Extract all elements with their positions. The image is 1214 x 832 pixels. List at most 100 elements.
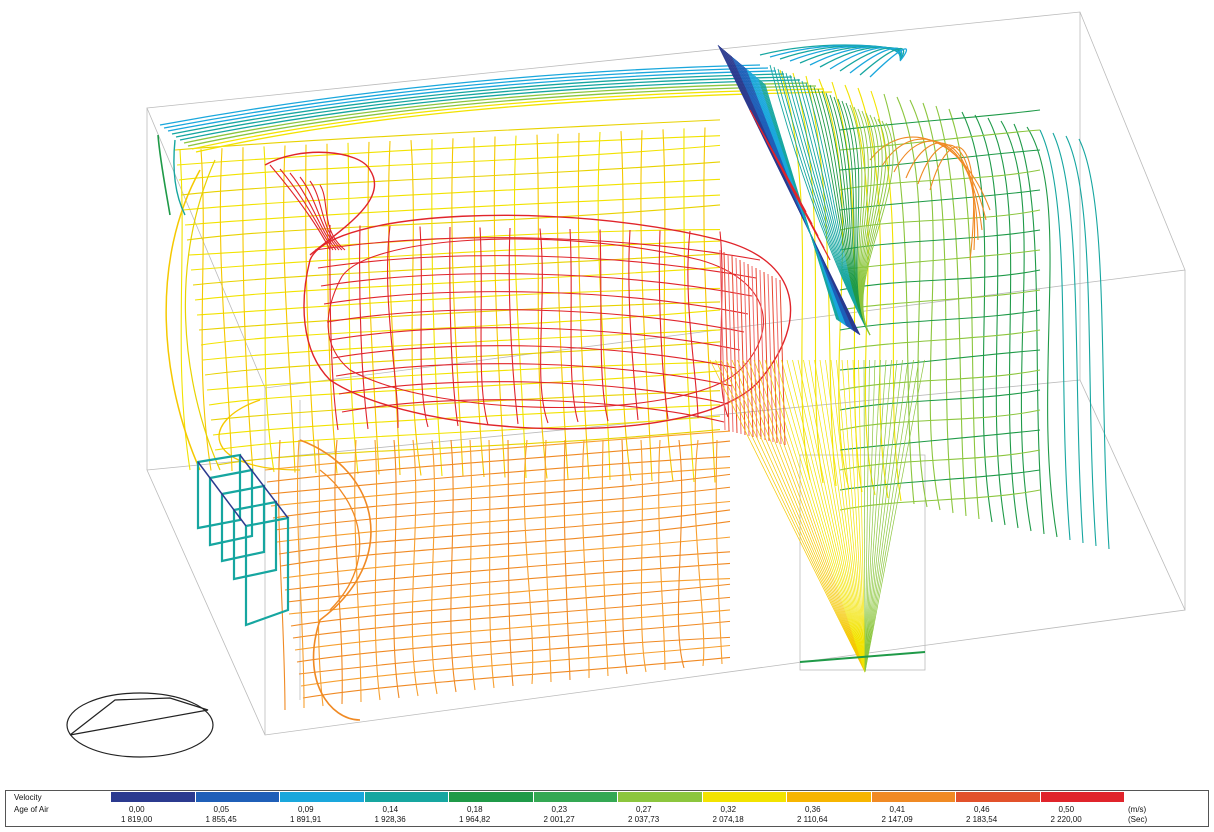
streamline: [857, 87, 889, 499]
streamline: [513, 135, 527, 479]
streamline: [282, 536, 731, 579]
streamline: [268, 456, 731, 495]
streamline: [723, 251, 730, 432]
legend-velocity-value: 0,18: [467, 805, 483, 814]
legend-swatch: [956, 792, 1040, 802]
age-of-air-label: Age of Air: [14, 805, 49, 814]
streamline: [178, 144, 721, 181]
legend-age-value: 2 147,09: [881, 815, 913, 824]
legend-velocity-value: 0,09: [298, 805, 314, 814]
streamline: [216, 429, 721, 466]
streamline: [270, 466, 731, 507]
streamline: [864, 359, 898, 673]
streamline: [159, 64, 761, 126]
streamline: [320, 273, 753, 297]
streamline: [709, 359, 866, 673]
streamline: [319, 184, 346, 251]
streamline: [386, 225, 399, 429]
streamline: [1026, 126, 1058, 538]
streamline: [917, 144, 976, 251]
streamline: [770, 359, 866, 673]
room-box: [146, 11, 1186, 736]
streamline: [687, 230, 699, 419]
legend-age-value: 2 220,00: [1050, 815, 1082, 824]
legend-swatch: [618, 792, 702, 802]
streamline: [279, 168, 334, 251]
streamline: [523, 439, 534, 685]
legend-velocity-value: 0,00: [129, 805, 145, 814]
streamline: [175, 76, 793, 138]
streamline: [184, 194, 721, 226]
streamline: [410, 140, 422, 476]
legend-velocity-value: 0,14: [382, 805, 399, 814]
streamline: [173, 139, 186, 216]
legend-swatch: [111, 792, 195, 802]
streamline: [327, 238, 764, 408]
streamline: [864, 359, 925, 673]
streamline: [184, 159, 221, 471]
streamline: [929, 146, 975, 261]
streamline: [544, 439, 552, 683]
streamline: [326, 143, 338, 474]
streamline: [165, 169, 201, 471]
streamline: [839, 469, 1041, 491]
legend-age-value: 1 964,82: [459, 815, 491, 824]
streamline: [775, 277, 782, 445]
streamline: [167, 70, 777, 132]
streamline: [935, 105, 967, 517]
streamline: [334, 439, 343, 705]
streamline: [839, 109, 1041, 131]
legend-velocity-value: 0,46: [974, 805, 990, 814]
streamline: [539, 228, 549, 424]
streamline: [771, 275, 778, 444]
streamline: [208, 370, 721, 406]
streamline: [839, 309, 1041, 331]
streamline: [276, 500, 731, 543]
streamline: [450, 439, 457, 693]
legend-velocity-value: 0,50: [1058, 805, 1075, 814]
streamline: [621, 439, 628, 675]
streamline: [171, 73, 785, 135]
streamline: [303, 214, 792, 430]
streamline: [556, 133, 569, 480]
streamline: [179, 79, 801, 141]
streamline: [864, 359, 909, 673]
streamline: [1065, 135, 1097, 547]
streamline: [839, 429, 1041, 451]
streamline: [755, 267, 762, 440]
streamline: [283, 145, 296, 473]
streamline: [212, 404, 721, 436]
streamline: [309, 180, 343, 251]
streamline: [715, 359, 866, 673]
streamline: [187, 85, 817, 147]
streamline: [839, 209, 1041, 231]
streamline: [731, 359, 866, 673]
streamline: [839, 169, 1041, 191]
legend-swatch: [533, 792, 617, 802]
legend-age-value: 1 819,00: [121, 815, 153, 824]
streamline: [314, 237, 761, 261]
streamline: [658, 230, 669, 420]
streamline: [198, 301, 721, 331]
streamline: [839, 329, 1041, 351]
streamline: [844, 84, 876, 496]
streamline: [836, 359, 866, 673]
streamline: [332, 345, 737, 369]
streamline: [469, 439, 476, 691]
streamline: [269, 164, 331, 251]
streamlines-green: [779, 69, 1110, 550]
streamline: [792, 359, 866, 673]
streamline: [839, 349, 1041, 371]
streamline: [305, 144, 317, 474]
legend-swatch: [702, 792, 786, 802]
streamline: [727, 253, 734, 433]
streamline: [792, 72, 824, 484]
streamline: [694, 439, 705, 667]
age-unit: (Sec): [1128, 815, 1148, 824]
legend-age-value: 2 037,73: [628, 815, 660, 824]
legend-age-value: 2 074,18: [712, 815, 744, 824]
streamline: [195, 91, 833, 153]
streamline: [863, 359, 866, 673]
streamline: [174, 119, 721, 151]
streamline: [1039, 129, 1071, 541]
